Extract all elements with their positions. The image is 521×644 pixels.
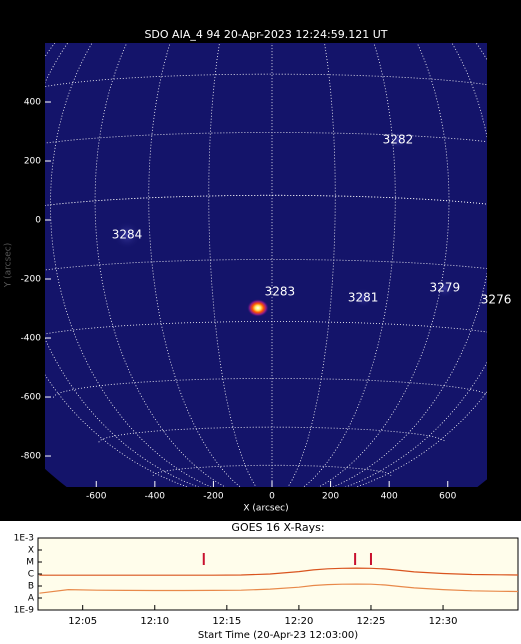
- y-tick-label: -800: [21, 452, 42, 462]
- helio-grid: [152, 464, 392, 476]
- y-tick-label: A: [28, 594, 35, 604]
- x-tick-label: 12:20: [284, 616, 313, 627]
- y-tick-label: 200: [24, 157, 41, 167]
- region-label: 3283: [265, 284, 296, 298]
- x-tick-label: -400: [145, 492, 166, 502]
- helio-grid: [208, 43, 257, 487]
- helio-grid: [344, 43, 487, 487]
- y-tick-label: -200: [21, 275, 42, 285]
- faint-region: [434, 278, 455, 299]
- helio-grid: [45, 132, 487, 144]
- flare-spot: [246, 298, 269, 317]
- goes-plot-area: [37, 537, 519, 611]
- region-label: 3282: [383, 133, 414, 147]
- y-tick-label: 0: [35, 216, 41, 226]
- y-tick-label: B: [28, 582, 34, 592]
- y-tick-label: 1E-9: [14, 606, 35, 616]
- y-tick-label: -600: [21, 393, 42, 403]
- helio-grid: [53, 378, 487, 398]
- image-title: SDO AIA_4 94 20-Apr-2023 12:24:59.121 UT: [144, 28, 387, 41]
- goes-x-label: Start Time (20-Apr-23 12:03:00): [198, 630, 358, 641]
- goes-title: GOES 16 X-Rays:: [231, 521, 324, 534]
- x-tick-label: 600: [439, 492, 456, 502]
- faint-region: [388, 131, 407, 150]
- x-tick-label: 400: [381, 492, 398, 502]
- helio-grid: [287, 43, 336, 487]
- region-label: 3276: [481, 292, 512, 306]
- helio-grid: [49, 43, 212, 487]
- goes-line: [39, 583, 519, 594]
- helio-grid: [94, 43, 227, 487]
- helio-grid: [332, 43, 487, 487]
- x-tick-label: -600: [86, 492, 107, 502]
- region-label: 3279: [430, 281, 461, 295]
- y-tick-label: 400: [24, 98, 41, 108]
- faint-region: [113, 221, 142, 250]
- y-tick-label: 1E-3: [14, 534, 34, 544]
- y-tick-label: M: [26, 558, 34, 568]
- x-tick-label: -200: [203, 492, 224, 502]
- region-label: 3284: [112, 228, 143, 242]
- x-tick-label: 200: [322, 492, 339, 502]
- helio-grid: [317, 43, 450, 487]
- helio-grid: [45, 43, 200, 487]
- x-tick-label: 12:25: [357, 616, 386, 627]
- solar-disk: [45, 43, 487, 487]
- x-axis-label: X (arcsec): [243, 504, 288, 514]
- x-tick-label: 12:15: [212, 616, 241, 627]
- goes-line: [39, 567, 519, 576]
- solar-image: [45, 43, 487, 487]
- x-tick-label: 12:05: [68, 616, 97, 627]
- x-tick-label: 12:30: [429, 616, 458, 627]
- y-tick-label: -400: [21, 334, 42, 344]
- y-tick-label: X: [28, 546, 34, 556]
- y-tick-label: C: [28, 570, 34, 580]
- x-tick-label: 0: [269, 492, 275, 502]
- y-axis-label: Y (arcsec): [4, 243, 14, 289]
- faint-region: [353, 287, 374, 308]
- region-label: 3281: [348, 290, 379, 304]
- helio-grid: [45, 321, 487, 335]
- x-tick-label: 12:10: [140, 616, 169, 627]
